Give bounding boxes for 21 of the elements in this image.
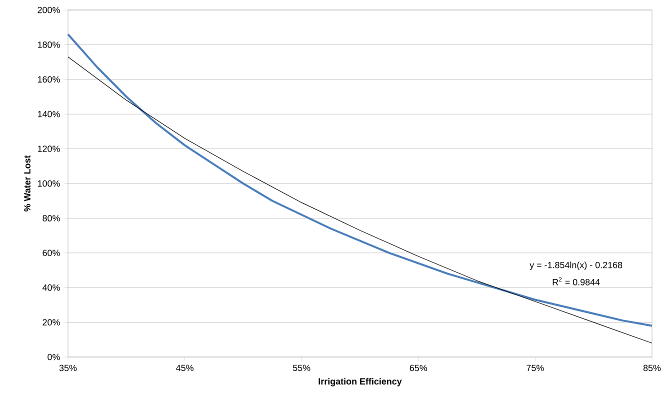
x-tick-label: 55%	[292, 364, 310, 372]
x-axis-title: Irrigation Efficiency	[318, 378, 402, 386]
y-tick-label: 180%	[38, 42, 60, 48]
y-tick-label: 80%	[42, 215, 60, 222]
y-tick-label: 200%	[38, 6, 60, 14]
y-tick-label: 140%	[38, 110, 60, 118]
y-tick-label: 40%	[42, 284, 60, 291]
y-tick-label: 160%	[38, 76, 60, 83]
y-tick-label: 0%	[48, 354, 60, 360]
annotation: y = -1.854ln(x) - 0.2168	[530, 262, 622, 270]
y-tick-label: 60%	[42, 250, 60, 256]
y-tick-label: 20%	[42, 319, 60, 326]
y-tick-label: 120%	[38, 146, 60, 152]
x-tick-label: 85%	[643, 364, 661, 372]
x-tick-label: 75%	[526, 364, 544, 372]
y-tick-label: 100%	[38, 180, 60, 187]
x-tick-label: 65%	[410, 364, 428, 372]
x-tick-label: 35%	[59, 364, 77, 372]
y-axis-title: % Water Lost	[24, 155, 30, 212]
x-tick-label: 45%	[176, 364, 194, 372]
annotation: R$^{2}$ = 0.9844	[552, 277, 600, 286]
